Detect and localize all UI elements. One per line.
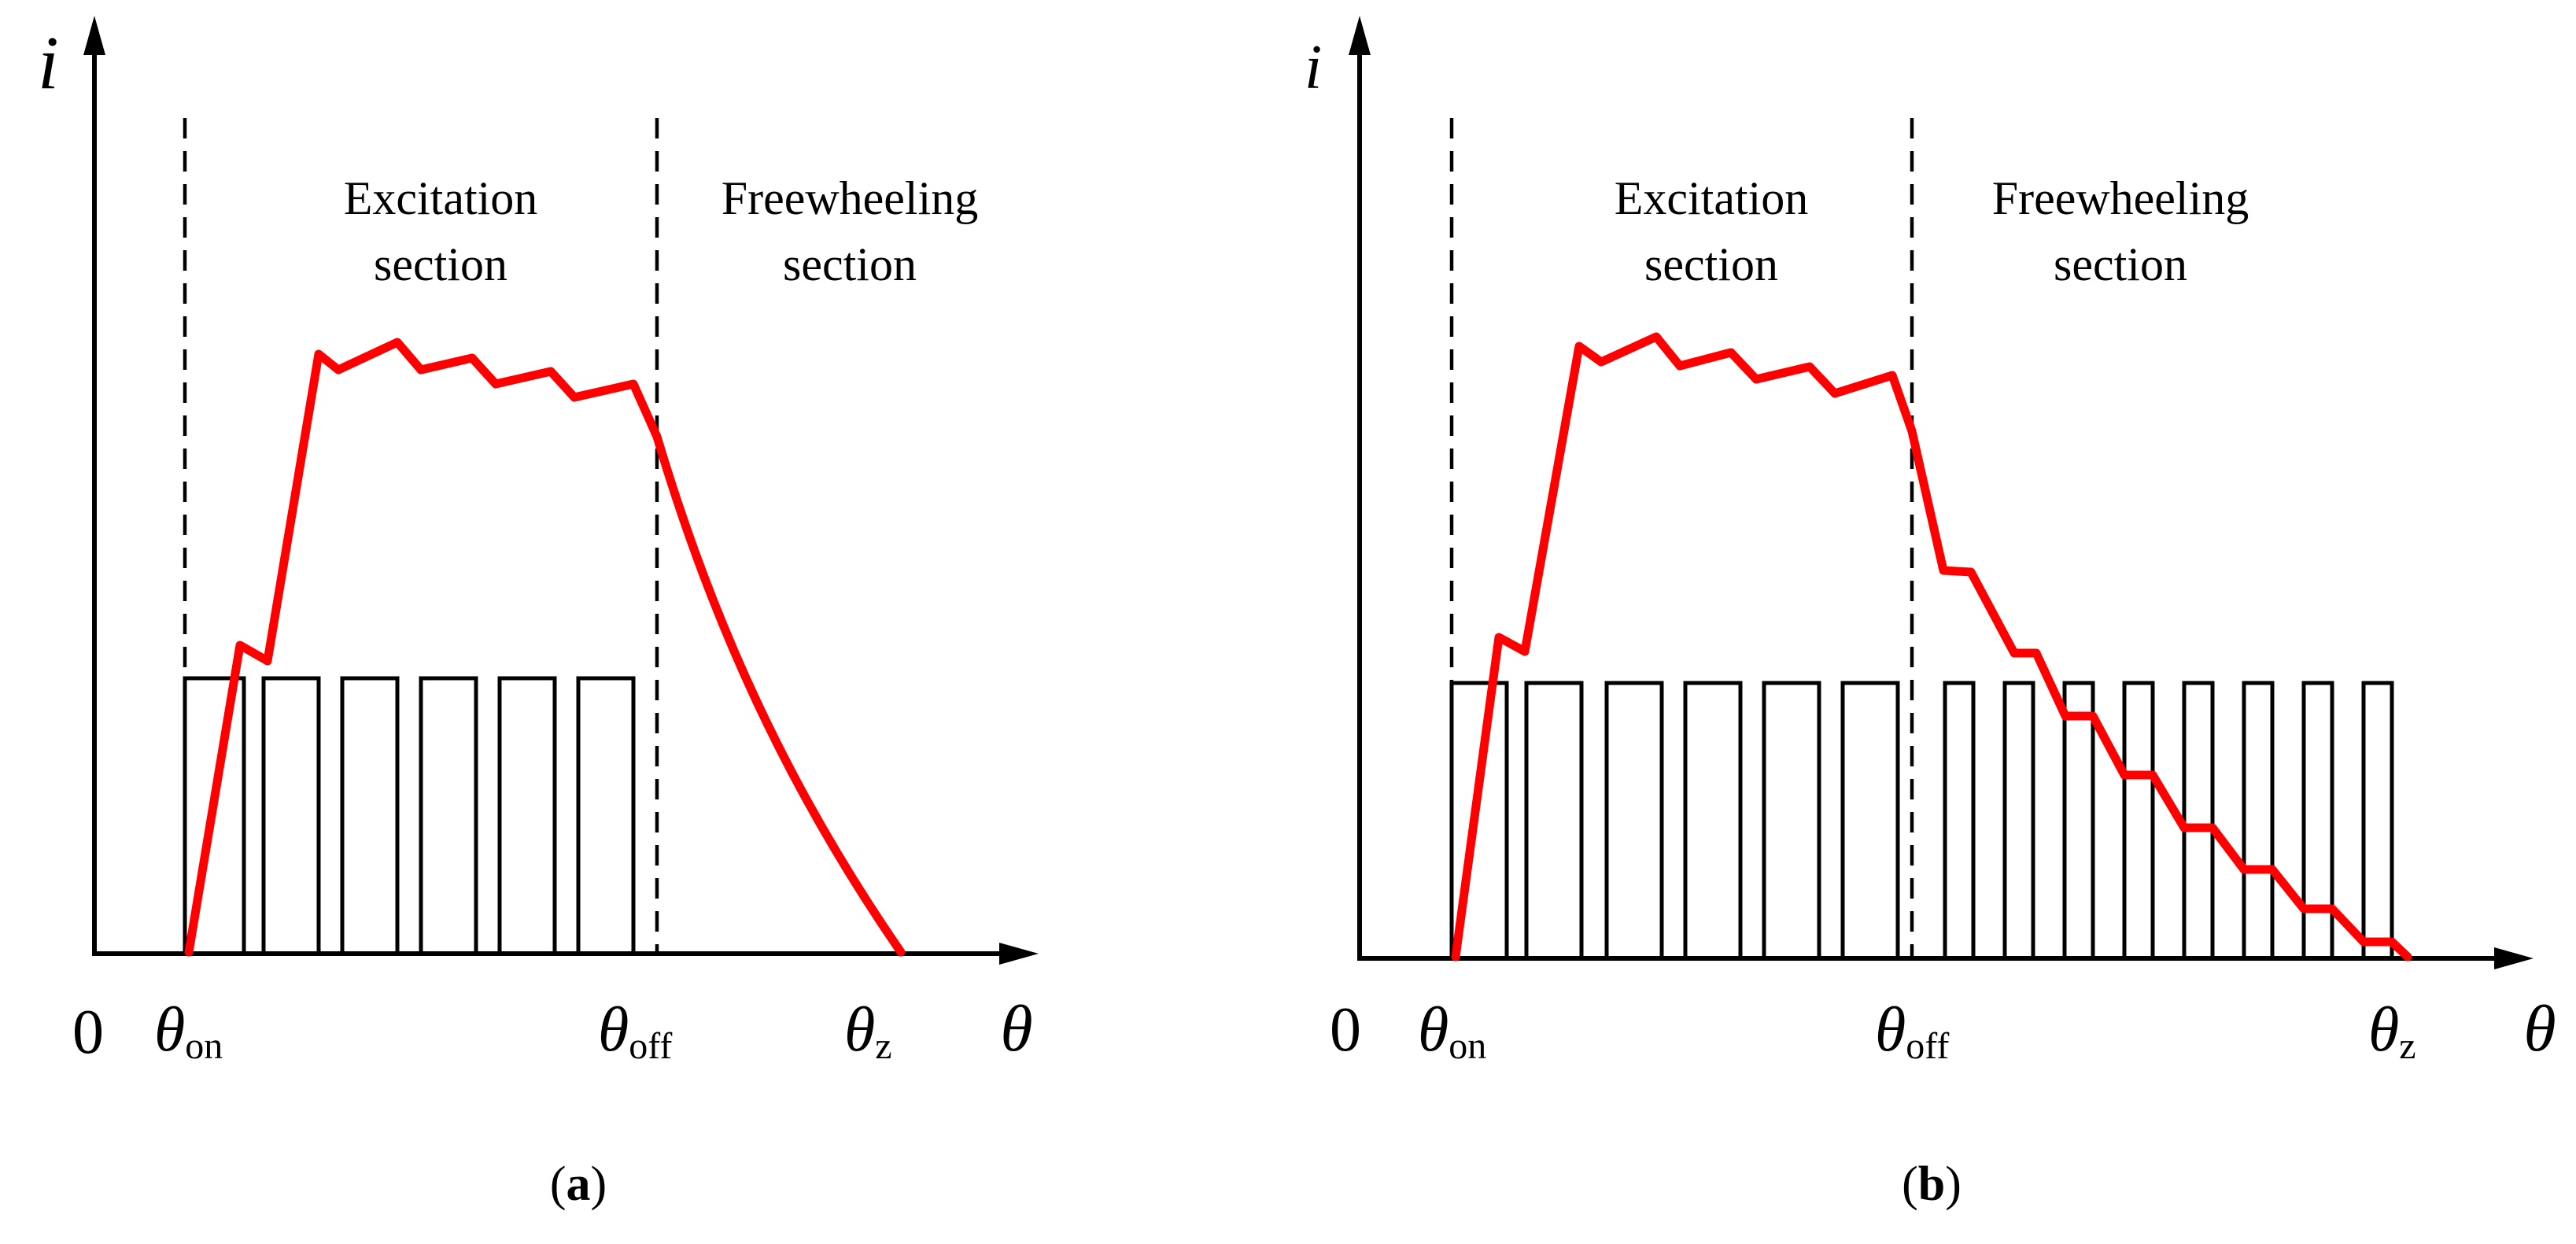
theta-z-label: θz (844, 995, 892, 1067)
excitation-label-line2: section (1644, 238, 1778, 290)
freewheeling-label-line1: Freewheeling (722, 172, 979, 224)
theta-on-label: θon (1418, 995, 1486, 1067)
x-axis-label: θ (1000, 992, 1032, 1065)
y-axis-label: i (38, 20, 59, 105)
theta-off-subscript: off (1906, 1025, 1949, 1067)
panel-a: Excitation section Freewheeling section … (38, 16, 1039, 1211)
x-axis-arrowhead (999, 943, 1039, 965)
x-axis-arrowhead (2494, 947, 2534, 969)
phase-current-curve (1451, 332, 2412, 962)
theta-off-label: θoff (1875, 995, 1949, 1067)
theta-on-symbol: θ (1418, 995, 1449, 1065)
theta-off-subscript: off (629, 1025, 672, 1067)
theta-on-subscript: on (1449, 1025, 1486, 1067)
origin-label: 0 (72, 998, 104, 1067)
theta-on-subscript: on (185, 1025, 223, 1067)
theta-z-subscript: z (875, 1025, 891, 1067)
pwm-pulse-train (1449, 681, 2394, 958)
theta-off-symbol: θ (1875, 995, 1906, 1065)
freewheeling-label-line1: Freewheeling (1992, 172, 2249, 224)
y-axis-label: i (1305, 33, 1322, 102)
origin-label: 0 (1330, 995, 1361, 1065)
freewheeling-label-line2: section (783, 238, 917, 290)
theta-z-label: θz (2368, 995, 2416, 1067)
theta-off-symbol: θ (598, 995, 629, 1065)
theta-z-subscript: z (2399, 1025, 2415, 1067)
y-axis-arrowhead (1349, 16, 1371, 55)
theta-z-symbol: θ (844, 995, 875, 1065)
y-axis-arrowhead (83, 16, 105, 55)
pwm-pulse-train (183, 676, 636, 954)
excitation-label-line1: Excitation (344, 172, 538, 224)
caption-letter: a (566, 1157, 591, 1211)
excitation-label-line1: Excitation (1615, 172, 1809, 224)
theta-z-symbol: θ (2368, 995, 2399, 1065)
caption-a: (a) (550, 1157, 607, 1211)
caption-close: ) (1945, 1157, 1962, 1211)
caption-open: ( (550, 1157, 566, 1211)
x-axis-label: θ (2523, 992, 2556, 1065)
freewheeling-label-line2: section (2054, 238, 2187, 290)
caption-letter: b (1918, 1157, 1945, 1211)
theta-on-label: θon (154, 995, 223, 1067)
panel-b: Excitation section Freewheeling section … (1305, 16, 2556, 1211)
theta-off-label: θoff (598, 995, 672, 1067)
caption-open: ( (1902, 1157, 1918, 1211)
caption-b: (b) (1902, 1157, 1962, 1211)
excitation-label-line2: section (374, 238, 507, 290)
caption-close: ) (591, 1157, 607, 1211)
phase-current-curve (184, 338, 906, 957)
theta-on-symbol: θ (154, 995, 185, 1065)
